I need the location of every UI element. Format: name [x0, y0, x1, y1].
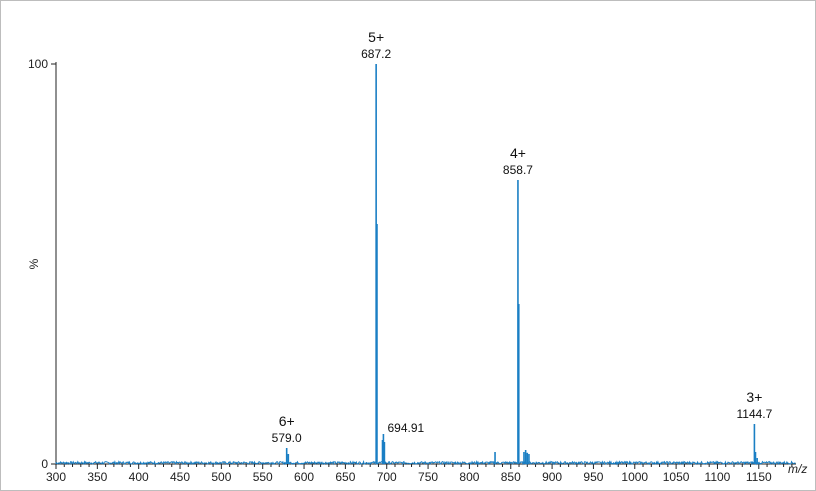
x-tick-label: 800 — [459, 470, 479, 484]
peak-mz-label: 579.0 — [272, 431, 302, 445]
y-ticks: 0 100 — [28, 57, 56, 471]
peak-charge-label: 4+ — [510, 145, 526, 161]
x-tick-label: 900 — [542, 470, 562, 484]
peak-mz-label: 694.91 — [388, 421, 425, 435]
x-tick-label: 1100 — [705, 470, 731, 484]
y-tick-label: 100 — [28, 57, 48, 71]
spectrum-baseline — [55, 460, 796, 466]
peak-charge-label: 3+ — [746, 389, 762, 405]
peak-annotations: 5+ 687.2 4+ 858.7 6+ 579.0 3+ 1144.7 694.91 — [272, 29, 773, 445]
x-tick-label: 400 — [129, 470, 149, 484]
x-tick-label: 550 — [253, 470, 273, 484]
spectrum-series — [55, 64, 796, 466]
peak-charge-label: 5+ — [368, 29, 384, 45]
y-axis-title: % — [27, 258, 41, 269]
x-tick-label: 1050 — [663, 470, 690, 484]
peak-mz-label: 858.7 — [503, 163, 533, 177]
x-tick-label: 1150 — [746, 470, 772, 484]
x-tick-label: 500 — [211, 470, 231, 484]
axes — [55, 62, 796, 465]
x-axis-title: m/z — [788, 462, 807, 476]
x-tick-label: 950 — [583, 470, 603, 484]
peak-mz-label: 687.2 — [361, 47, 391, 61]
x-tick-label: 750 — [418, 470, 438, 484]
x-tick-label: 650 — [335, 470, 355, 484]
x-tick-label: 350 — [87, 470, 107, 484]
x-tick-label: 700 — [377, 470, 397, 484]
x-ticks: 300 350 400 450 500 550 600 650 700 750 800 850 900 9… — [46, 464, 793, 484]
x-tick-label: 850 — [501, 470, 521, 484]
x-tick-label: 1000 — [621, 470, 648, 484]
x-tick-label: 300 — [46, 470, 66, 484]
x-tick-label: 600 — [294, 470, 314, 484]
y-tick-label: 0 — [41, 457, 48, 471]
peak-mz-label: 1144.7 — [737, 407, 773, 421]
x-tick-label: 450 — [170, 470, 190, 484]
peak-charge-label: 6+ — [279, 413, 295, 429]
